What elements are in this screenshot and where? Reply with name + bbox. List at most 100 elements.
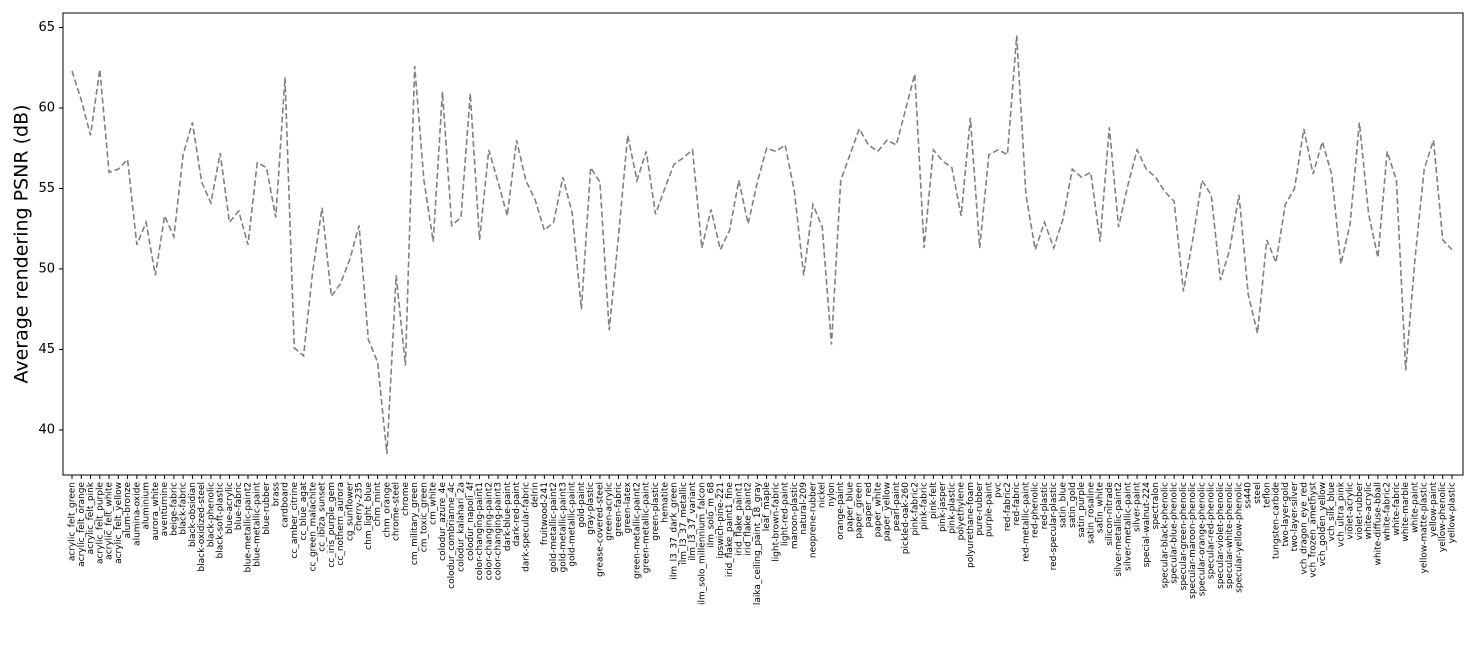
x-tick-label: red-metallic-paint: [1021, 482, 1031, 562]
x-tick-label: special-walnut-224: [1142, 482, 1152, 568]
x-tick-label: chrome: [401, 482, 411, 516]
x-tick-label: vch_ultra_pink: [1336, 481, 1346, 547]
x-tick-label: colodur_azure_4e: [438, 482, 448, 561]
x-tick-label: ilm_l3_37_dark_green: [670, 482, 680, 580]
x-tick-label: black-soft-plastic: [216, 482, 226, 559]
x-tick-label: alumina-oxide: [132, 482, 142, 546]
x-tick-label: nickel: [818, 482, 828, 508]
x-tick-label: blue-acrylic: [225, 482, 235, 534]
x-tick-label: gold-metallic-paint2: [549, 482, 559, 572]
x-tick-label: blue-fabric: [234, 482, 244, 530]
x-tick-label: ilm_solo_millennium_falcon: [697, 482, 707, 605]
x-tick-label: satin_blue: [1059, 482, 1069, 528]
x-tick-label: laika_ceiling_paint_18_gray: [753, 481, 763, 605]
x-tick-label: irid_flake_paint1_fine: [725, 482, 735, 578]
x-tick-label: cc_blue_agat: [299, 482, 309, 541]
x-tick-label: satin_white: [1096, 482, 1106, 534]
x-tick-label: black-fabric: [179, 482, 189, 535]
x-tick-label: green-metallic-paint2: [632, 482, 642, 579]
x-tick-label: irid_flake_paint2: [744, 482, 754, 556]
x-tick-label: ilm_l3_37_metallic: [679, 482, 689, 565]
x-tick-label: hematite: [660, 482, 670, 523]
x-tick-label: paper_blue: [845, 482, 855, 533]
x-tick-label: yellow-matte-plastic: [1420, 482, 1430, 574]
x-tick-label: aventurnine: [160, 482, 170, 537]
x-tick-label: pvc: [994, 482, 1004, 498]
x-tick-label: colodur_napoli_4f: [466, 481, 476, 561]
y-axis-label: Average rendering PSNR (dB): [11, 104, 33, 383]
x-tick-label: cg_sunflower: [345, 482, 355, 541]
y-tick-label: 60: [38, 100, 55, 115]
x-tick-label: delrin: [531, 482, 541, 508]
x-tick-label: light-brown-fabric: [771, 482, 781, 562]
x-tick-label: pickled-oak-260: [901, 482, 911, 554]
x-tick-label: black-phenolic: [206, 482, 216, 547]
x-tick-label: cc_iris_purple_gem: [327, 482, 337, 568]
x-tick-label: chm_orange: [382, 482, 392, 538]
x-tick-label: irid_flake_paint1: [734, 482, 744, 556]
x-tick-label: acrylic_felt_green: [68, 482, 78, 561]
x-tick-label: maroon-plastic: [790, 482, 800, 549]
x-tick-label: spectralon: [1151, 482, 1161, 529]
x-tick-label: gray-plastic: [586, 482, 596, 535]
x-tick-label: green-metallic-paint: [642, 482, 652, 574]
x-tick-label: cc_amber_citrine: [290, 482, 300, 559]
x-tick-label: gold-paint: [577, 482, 587, 528]
x-tick-label: color-changing-paint1: [475, 482, 485, 580]
x-tick-label: blue-metallic-paint: [253, 482, 263, 567]
x-tick-label: pink-felt: [929, 482, 939, 520]
x-tick-label: green-acrylic: [605, 482, 615, 541]
x-tick-label: silver-paint: [1133, 482, 1143, 532]
x-tick-label: polyethylene: [957, 482, 967, 541]
x-tick-label: acrylic_felt_white: [105, 482, 115, 560]
x-tick-label: polyurethane-foam: [966, 482, 976, 568]
y-tick-label: 50: [38, 261, 55, 276]
x-tick-label: pink-jasper: [938, 482, 948, 532]
x-tick-label: violet-rubber: [1355, 482, 1365, 541]
x-tick-label: satin_purple: [1077, 482, 1087, 538]
x-tick-label: brass: [271, 482, 281, 507]
x-tick-label: colodur_kalahari_2a: [456, 482, 466, 572]
x-tick-label: ss440: [1244, 482, 1254, 509]
x-tick-label: white-fabric: [1392, 482, 1402, 535]
x-tick-label: violet-acrylic: [1346, 482, 1356, 540]
x-tick-label: yellow-paint: [1429, 482, 1439, 537]
x-tick-label: black-obsidian: [188, 482, 198, 547]
x-tick-label: red-fabric: [1012, 482, 1022, 526]
x-tick-label: acrylic_felt_orange: [77, 482, 87, 567]
x-tick-label: vch_golden_yellow: [1318, 482, 1328, 566]
x-tick-label: vch_frozen_amethyst: [1309, 482, 1319, 578]
x-tick-label: color-changing-paint3: [494, 482, 504, 580]
x-tick-label: red-plastic: [1040, 482, 1050, 529]
x-tick-label: cherry-235: [355, 482, 365, 531]
x-tick-label: black-oxidized-steel: [197, 482, 207, 572]
x-tick-label: pink-fabric: [920, 482, 930, 530]
x-tick-label: chrome-steel: [392, 482, 402, 541]
x-tick-label: specular-blue-phenolic: [1170, 482, 1180, 584]
x-tick-label: beige-fabric: [169, 482, 179, 536]
x-tick-label: gold-metallic-paint3: [558, 482, 568, 572]
x-tick-label: satin_gold: [1068, 482, 1078, 528]
x-tick-label: dark-red-paint: [512, 482, 522, 547]
x-tick-label: alum-bronze: [123, 482, 133, 539]
x-tick-label: silver-metallic-paint: [1123, 482, 1133, 571]
x-tick-label: natural-209: [799, 482, 809, 535]
x-tick-label: specular-white-phenolic: [1225, 482, 1235, 589]
x-tick-label: dark-blue-paint: [503, 482, 513, 552]
x-tick-label: teflon: [1262, 482, 1272, 508]
x-tick-label: purple-paint: [984, 482, 994, 538]
x-tick-label: cm_military_green: [410, 482, 420, 565]
x-tick-label: tungsten-carbide: [1272, 482, 1282, 559]
x-tick-label: acrylic_felt_yellow: [114, 482, 124, 564]
x-tick-label: ilm_l3_37_variant: [688, 482, 698, 561]
x-tick-label: specular-green-phenolic: [1179, 482, 1189, 590]
x-tick-label: satin_rosaline: [1086, 482, 1096, 544]
x-tick-label: colodur_combrianne_4c: [447, 482, 457, 589]
x-tick-label: fruitwood-241: [540, 482, 550, 545]
x-tick-label: orange-paint: [836, 482, 846, 540]
x-tick-label: specular-orange-phenolic: [1197, 482, 1207, 596]
x-tick-label: ilm_solo_m_68: [707, 482, 717, 548]
x-tick-label: white-acrylic: [1364, 482, 1374, 539]
x-tick-label: dark-specular-fabric: [521, 482, 531, 572]
x-tick-label: acrylic_felt_pink: [86, 481, 96, 554]
